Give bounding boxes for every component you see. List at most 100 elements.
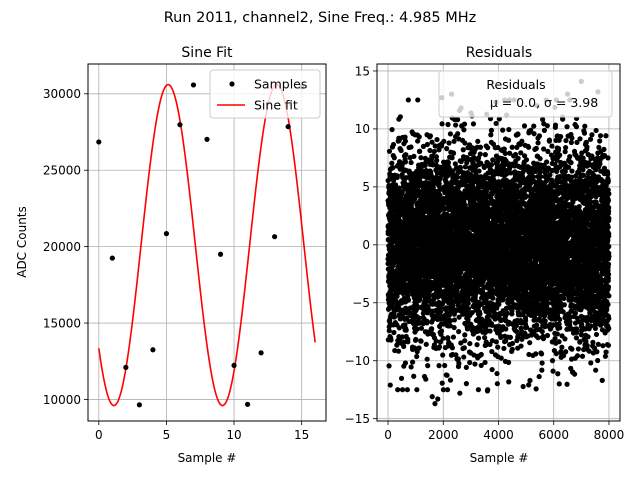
residual-point: [420, 143, 427, 149]
residual-point: [414, 326, 420, 332]
residual-point: [496, 301, 502, 307]
residual-point: [402, 360, 409, 366]
residual-point: [399, 334, 405, 340]
residual-point: [416, 315, 422, 321]
sine-fit-y-tick-label: 30000: [43, 87, 81, 101]
residual-point: [485, 145, 491, 151]
residual-point: [401, 343, 407, 350]
residual-point: [424, 141, 430, 148]
residual-point: [411, 373, 417, 379]
residual-point: [391, 155, 397, 161]
residual-point: [467, 359, 473, 366]
sine-fit-x-tick-label: 15: [294, 428, 309, 442]
residual-point: [490, 295, 496, 301]
residual-point: [507, 334, 514, 341]
residual-point: [431, 148, 437, 155]
residual-point: [409, 359, 416, 365]
residual-point: [405, 97, 411, 103]
residual-point: [434, 136, 440, 143]
residual-point: [408, 144, 414, 150]
residual-point: [396, 137, 402, 144]
figure-title: Run 2011, channel2, Sine Freq.: 4.985 MH…: [164, 10, 477, 26]
residual-point: [482, 359, 488, 366]
residual-point: [509, 307, 515, 314]
residual-point: [461, 127, 467, 133]
sine-fit-y-axis-label: ADC Counts: [15, 206, 29, 278]
residual-point: [505, 137, 512, 143]
sample-point: [244, 401, 251, 407]
sample-point: [231, 362, 237, 368]
sample-point: [272, 234, 278, 240]
residual-point: [418, 338, 424, 344]
residual-point: [395, 348, 402, 354]
residual-point: [478, 351, 484, 358]
sample-point: [190, 82, 197, 88]
residual-point: [519, 138, 525, 144]
residual-point: [519, 336, 525, 342]
sine-fit-x-ticks: 0 5 10 15: [95, 421, 309, 442]
sine-fit-y-tick-label: 25000: [43, 164, 81, 178]
residual-point: [405, 297, 412, 303]
residual-point: [463, 381, 470, 387]
residual-point: [460, 147, 466, 153]
residual-point: [391, 314, 397, 320]
residual-point: [503, 326, 509, 332]
residual-point: [489, 366, 495, 373]
residual-point: [465, 306, 472, 312]
residual-point: [509, 144, 515, 150]
residual-point: [477, 144, 484, 150]
residual-point: [477, 311, 483, 317]
residual-point: [477, 151, 483, 157]
residual-point: [396, 325, 402, 331]
residual-point: [509, 346, 515, 352]
residual-point: [436, 344, 443, 350]
residual-point: [386, 363, 392, 369]
sample-point: [258, 350, 264, 356]
sine-fit-y-tick-label: 10000: [43, 393, 81, 407]
residual-point: [398, 375, 405, 381]
residual-point: [451, 324, 457, 331]
residual-point: [402, 134, 408, 140]
residual-point: [488, 132, 494, 138]
sample-point: [136, 402, 142, 408]
legend-sine-fit-label: Sine fit: [254, 98, 298, 113]
sample-point: [163, 231, 170, 237]
residual-point: [427, 147, 433, 154]
residual-point: [476, 168, 482, 174]
residual-point: [405, 293, 411, 299]
residual-point: [427, 133, 433, 139]
residual-point: [417, 148, 423, 154]
residual-point: [439, 121, 445, 127]
residual-point: [487, 328, 493, 334]
residual-point: [462, 332, 468, 338]
residual-point: [442, 362, 448, 369]
residual-point: [475, 387, 481, 393]
residual-point: [494, 370, 500, 377]
residual-point: [455, 131, 461, 137]
sine-fit-axes-frame: [87, 63, 327, 422]
residual-point: [463, 364, 469, 371]
residual-point: [509, 340, 516, 347]
residual-point: [391, 329, 397, 336]
residual-point: [434, 157, 440, 164]
residual-point: [390, 141, 397, 148]
sample-point: [96, 139, 102, 145]
residual-point: [425, 363, 431, 369]
residual-point: [470, 121, 477, 127]
residual-point: [436, 363, 442, 369]
residual-point: [451, 317, 458, 323]
residual-point: [461, 354, 467, 360]
residual-point: [441, 138, 447, 144]
residual-point: [394, 173, 400, 179]
residual-point: [444, 372, 450, 378]
residual-point: [402, 159, 409, 165]
residual-point: [475, 335, 482, 341]
residual-point: [447, 318, 453, 324]
residual-point: [414, 387, 420, 393]
residual-point: [493, 120, 499, 127]
residual-point: [398, 147, 404, 154]
residual-point: [515, 155, 521, 161]
sine-fit-x-axis-label: Sample #: [178, 451, 237, 465]
